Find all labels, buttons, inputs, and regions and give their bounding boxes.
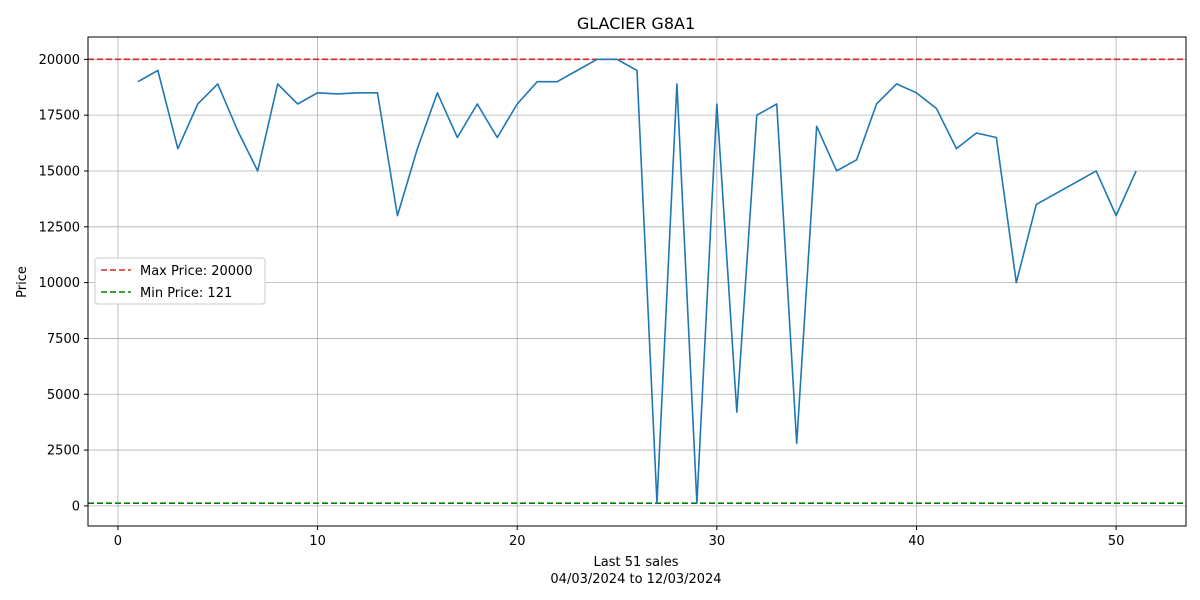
legend-max-label: Max Price: 20000 — [140, 264, 253, 279]
y-tick-label-1: 2500 — [47, 444, 80, 459]
y-tick-label-0: 0 — [72, 499, 80, 514]
legend-box — [94, 257, 266, 305]
y-tick-label-4: 10000 — [39, 276, 80, 291]
x-axis-ticks: 0 10 20 30 40 50 — [114, 526, 1125, 549]
chart-title: GLACIER G8A1 — [577, 14, 695, 33]
y-tick-label-8: 20000 — [39, 53, 80, 68]
y-tick-label-6: 15000 — [39, 164, 80, 179]
reference-lines — [88, 58, 1186, 505]
y-axis-label: Price — [15, 266, 30, 298]
x-tick-label-2: 20 — [509, 534, 526, 549]
x-tick-label-1: 10 — [309, 534, 326, 549]
x-tick-label-4: 40 — [908, 534, 925, 549]
y-tick-label-7: 17500 — [39, 109, 80, 124]
x-tick-label-3: 30 — [709, 534, 726, 549]
x-axis-sublabel: 04/03/2024 to 12/03/2024 — [550, 572, 721, 587]
price-series-line — [137, 58, 1137, 504]
x-tick-label-0: 0 — [114, 534, 122, 549]
y-tick-label-3: 7500 — [47, 332, 80, 347]
x-axis-label: Last 51 sales — [593, 555, 678, 570]
x-tick-label-5: 50 — [1108, 534, 1125, 549]
y-axis-ticks: 0 2500 5000 7500 10000 12500 15000 17500 20000 — [39, 53, 88, 514]
plot-frame — [87, 36, 1187, 527]
y-tick-label-2: 5000 — [47, 388, 80, 403]
legend: Max Price: 20000 Min Price: 121 — [94, 257, 266, 305]
y-tick-label-5: 12500 — [39, 220, 80, 235]
legend-min-label: Min Price: 121 — [140, 286, 232, 301]
